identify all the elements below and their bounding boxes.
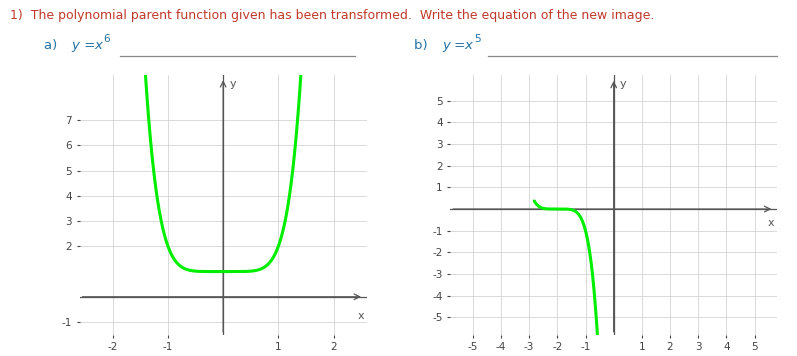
Text: y: y	[230, 79, 237, 89]
Text: 6: 6	[104, 35, 110, 44]
Text: x: x	[768, 218, 775, 228]
Text: b): b)	[414, 38, 437, 52]
Text: y: y	[619, 79, 626, 89]
Text: y: y	[442, 38, 450, 52]
Text: x: x	[358, 311, 364, 321]
Text: a): a)	[44, 38, 65, 52]
Text: 1)  The polynomial parent function given has been transformed.  Write the equati: 1) The polynomial parent function given …	[10, 9, 654, 22]
Text: x: x	[94, 38, 102, 52]
Text: x: x	[465, 38, 473, 52]
Text: =: =	[450, 38, 469, 52]
Text: =: =	[80, 38, 99, 52]
Text: y: y	[72, 38, 80, 52]
Text: 5: 5	[474, 35, 481, 44]
